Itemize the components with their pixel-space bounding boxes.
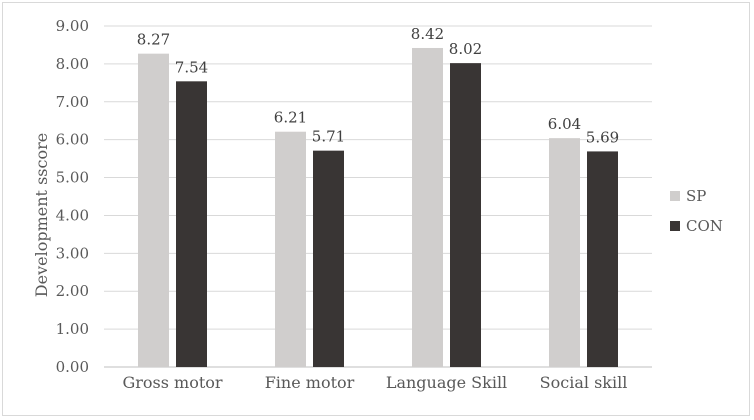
data-label: 6.21 [274,109,307,127]
bar-con-3 [587,151,618,367]
x-axis-categories: Gross motor Fine motor Language Skill Socia… [122,373,627,392]
y-axis-label: Development sscore [32,133,51,297]
legend-label-sp: SP [686,187,706,205]
bars [138,47,618,368]
bar-con-1 [313,150,344,367]
y-tick-label: 5.00 [56,169,89,187]
bar-con-2 [450,63,481,368]
bar-con-0 [176,81,207,367]
y-tick-label: 8.00 [56,55,89,73]
bar-sp-2 [412,47,443,367]
y-tick-label: 0.00 [56,358,89,376]
y-tick-label: 7.00 [56,93,89,111]
bar-sp-0 [138,53,169,368]
x-category-label: Fine motor [265,373,355,392]
y-tick-label: 4.00 [56,206,89,224]
data-label: 5.71 [312,128,345,146]
y-tick-label: 9.00 [56,17,89,35]
y-axis-ticks: 0.00 1.00 2.00 3.00 4.00 5.00 6.00 7.00 8.00 9.00 [56,17,89,376]
legend: SP CON [670,187,723,235]
y-tick-label: 2.00 [56,282,89,300]
data-label: 6.04 [548,115,581,133]
bar-sp-3 [549,138,580,367]
bar-sp-1 [275,131,306,367]
data-label: 8.02 [449,40,482,58]
y-tick-label: 1.00 [56,320,89,338]
x-category-label: Social skill [540,373,628,392]
data-label: 8.42 [411,25,444,43]
x-category-label: Gross motor [122,373,222,392]
y-tick-label: 3.00 [56,244,89,262]
x-category-label: Language Skill [386,373,507,392]
y-tick-label: 6.00 [56,131,89,149]
legend-label-con: CON [686,217,723,235]
legend-swatch-con [670,221,680,231]
data-label: 8.27 [137,31,170,49]
data-label: 5.69 [586,128,619,146]
legend-swatch-sp [670,191,680,201]
data-labels: 8.27 7.54 6.21 5.71 8.42 8.02 6.04 5.69 [137,25,619,146]
chart-frame [2,2,750,416]
data-label: 7.54 [175,58,208,76]
